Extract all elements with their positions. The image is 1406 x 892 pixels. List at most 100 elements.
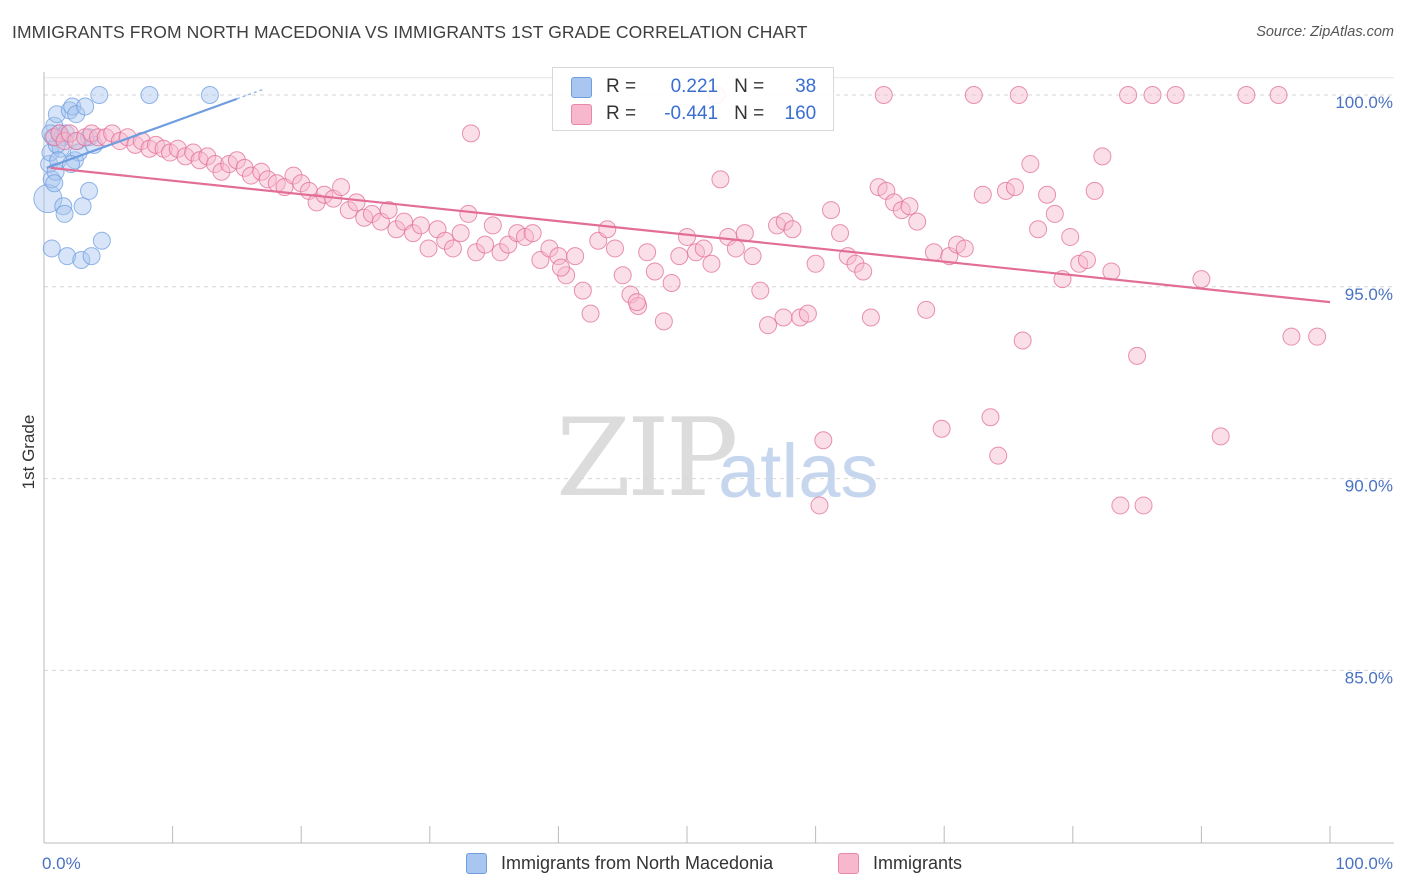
data-point [1143, 86, 1162, 105]
data-point [551, 258, 570, 277]
data-point [743, 247, 762, 266]
data-point [854, 262, 873, 281]
data-point [783, 220, 802, 239]
data-point [1038, 185, 1057, 204]
data-point [1119, 86, 1138, 105]
data-point [996, 181, 1015, 200]
series-legend-swatch-blue [466, 853, 487, 874]
data-point [140, 86, 159, 105]
data-point [332, 178, 351, 197]
data-point [411, 216, 430, 235]
data-point [1077, 250, 1096, 269]
data-point [56, 124, 75, 143]
legend-row-north-macedonia: R = 0.221 N = 38 [571, 74, 816, 100]
watermark-atlas: atlas [718, 429, 879, 514]
data-point [258, 170, 277, 189]
data-point [917, 300, 936, 319]
data-point [67, 132, 86, 151]
data-point [814, 431, 833, 450]
data-point [73, 197, 92, 216]
data-point [523, 224, 542, 243]
data-point [198, 147, 217, 166]
data-point [751, 281, 770, 300]
data-point [1009, 86, 1028, 105]
data-point [662, 273, 681, 292]
y-tick-label: 95.0% [1345, 285, 1393, 304]
data-point [846, 254, 865, 273]
data-point [1128, 346, 1147, 365]
data-point [806, 254, 825, 273]
data-point [694, 239, 713, 258]
data-point [822, 201, 841, 220]
series-legend-item-north-macedonia: Immigrants from North Macedonia [466, 853, 773, 874]
data-point [252, 162, 271, 181]
data-point [1211, 427, 1230, 446]
data-point [605, 239, 624, 258]
legend-swatch-pink [571, 103, 592, 125]
series-immigrants-points [45, 86, 1327, 515]
data-point [924, 243, 943, 262]
data-point [1192, 270, 1211, 289]
data-point [1045, 204, 1064, 223]
data-point [60, 124, 79, 143]
data-point [678, 227, 696, 246]
series-north-macedonia-points [33, 86, 219, 269]
data-point [459, 204, 478, 223]
data-point [90, 86, 109, 105]
data-point [973, 185, 992, 204]
data-point [483, 216, 502, 235]
data-point [284, 166, 303, 185]
data-point [339, 201, 358, 220]
data-point [362, 204, 381, 223]
data-point [45, 174, 64, 193]
data-point [184, 143, 203, 162]
data-point [227, 151, 246, 170]
watermark-zip: ZIP [556, 396, 738, 521]
legend-r-label: R = [606, 76, 637, 97]
data-point [41, 143, 60, 162]
legend-r-value: 0.221 [670, 76, 719, 97]
y-tick-label: 90.0% [1345, 477, 1393, 496]
data-point [861, 308, 880, 327]
data-point [598, 220, 617, 239]
trend-line [50, 166, 1331, 304]
data-point [798, 304, 817, 323]
data-point [874, 86, 893, 105]
data-point [89, 128, 108, 147]
x-tick-label-max: 100.0% [1335, 854, 1393, 873]
data-point [168, 139, 187, 158]
series-legend-item-immigrants: Immigrants [838, 853, 962, 874]
data-point [726, 239, 745, 258]
data-point [989, 446, 1008, 465]
data-point [42, 239, 61, 258]
data-point [443, 239, 462, 258]
data-point [80, 181, 99, 200]
data-point [54, 197, 73, 216]
data-point [242, 166, 261, 185]
data-point [581, 304, 600, 323]
data-point [540, 239, 559, 258]
data-point [1021, 155, 1040, 174]
data-point [1134, 496, 1153, 515]
series-legend-label: Immigrants [873, 853, 963, 873]
data-point [436, 231, 455, 250]
chart-title: IMMIGRANTS FROM NORTH MACEDONIA VS IMMIG… [12, 22, 808, 42]
data-point [670, 247, 689, 266]
data-point [1013, 331, 1032, 350]
data-point [654, 312, 673, 331]
data-point [419, 239, 438, 258]
data-point [1237, 86, 1256, 105]
y-tick-label: 100.0% [1335, 93, 1393, 112]
data-point [451, 224, 470, 243]
data-point [55, 204, 74, 223]
data-point [932, 419, 951, 438]
axes [43, 72, 1394, 844]
data-point [711, 170, 730, 189]
data-point [67, 105, 86, 124]
trend-lines [46, 87, 1331, 304]
data-point [964, 86, 983, 105]
data-point [206, 155, 225, 174]
data-point [212, 162, 231, 181]
data-point [759, 316, 778, 335]
data-point [702, 254, 721, 273]
